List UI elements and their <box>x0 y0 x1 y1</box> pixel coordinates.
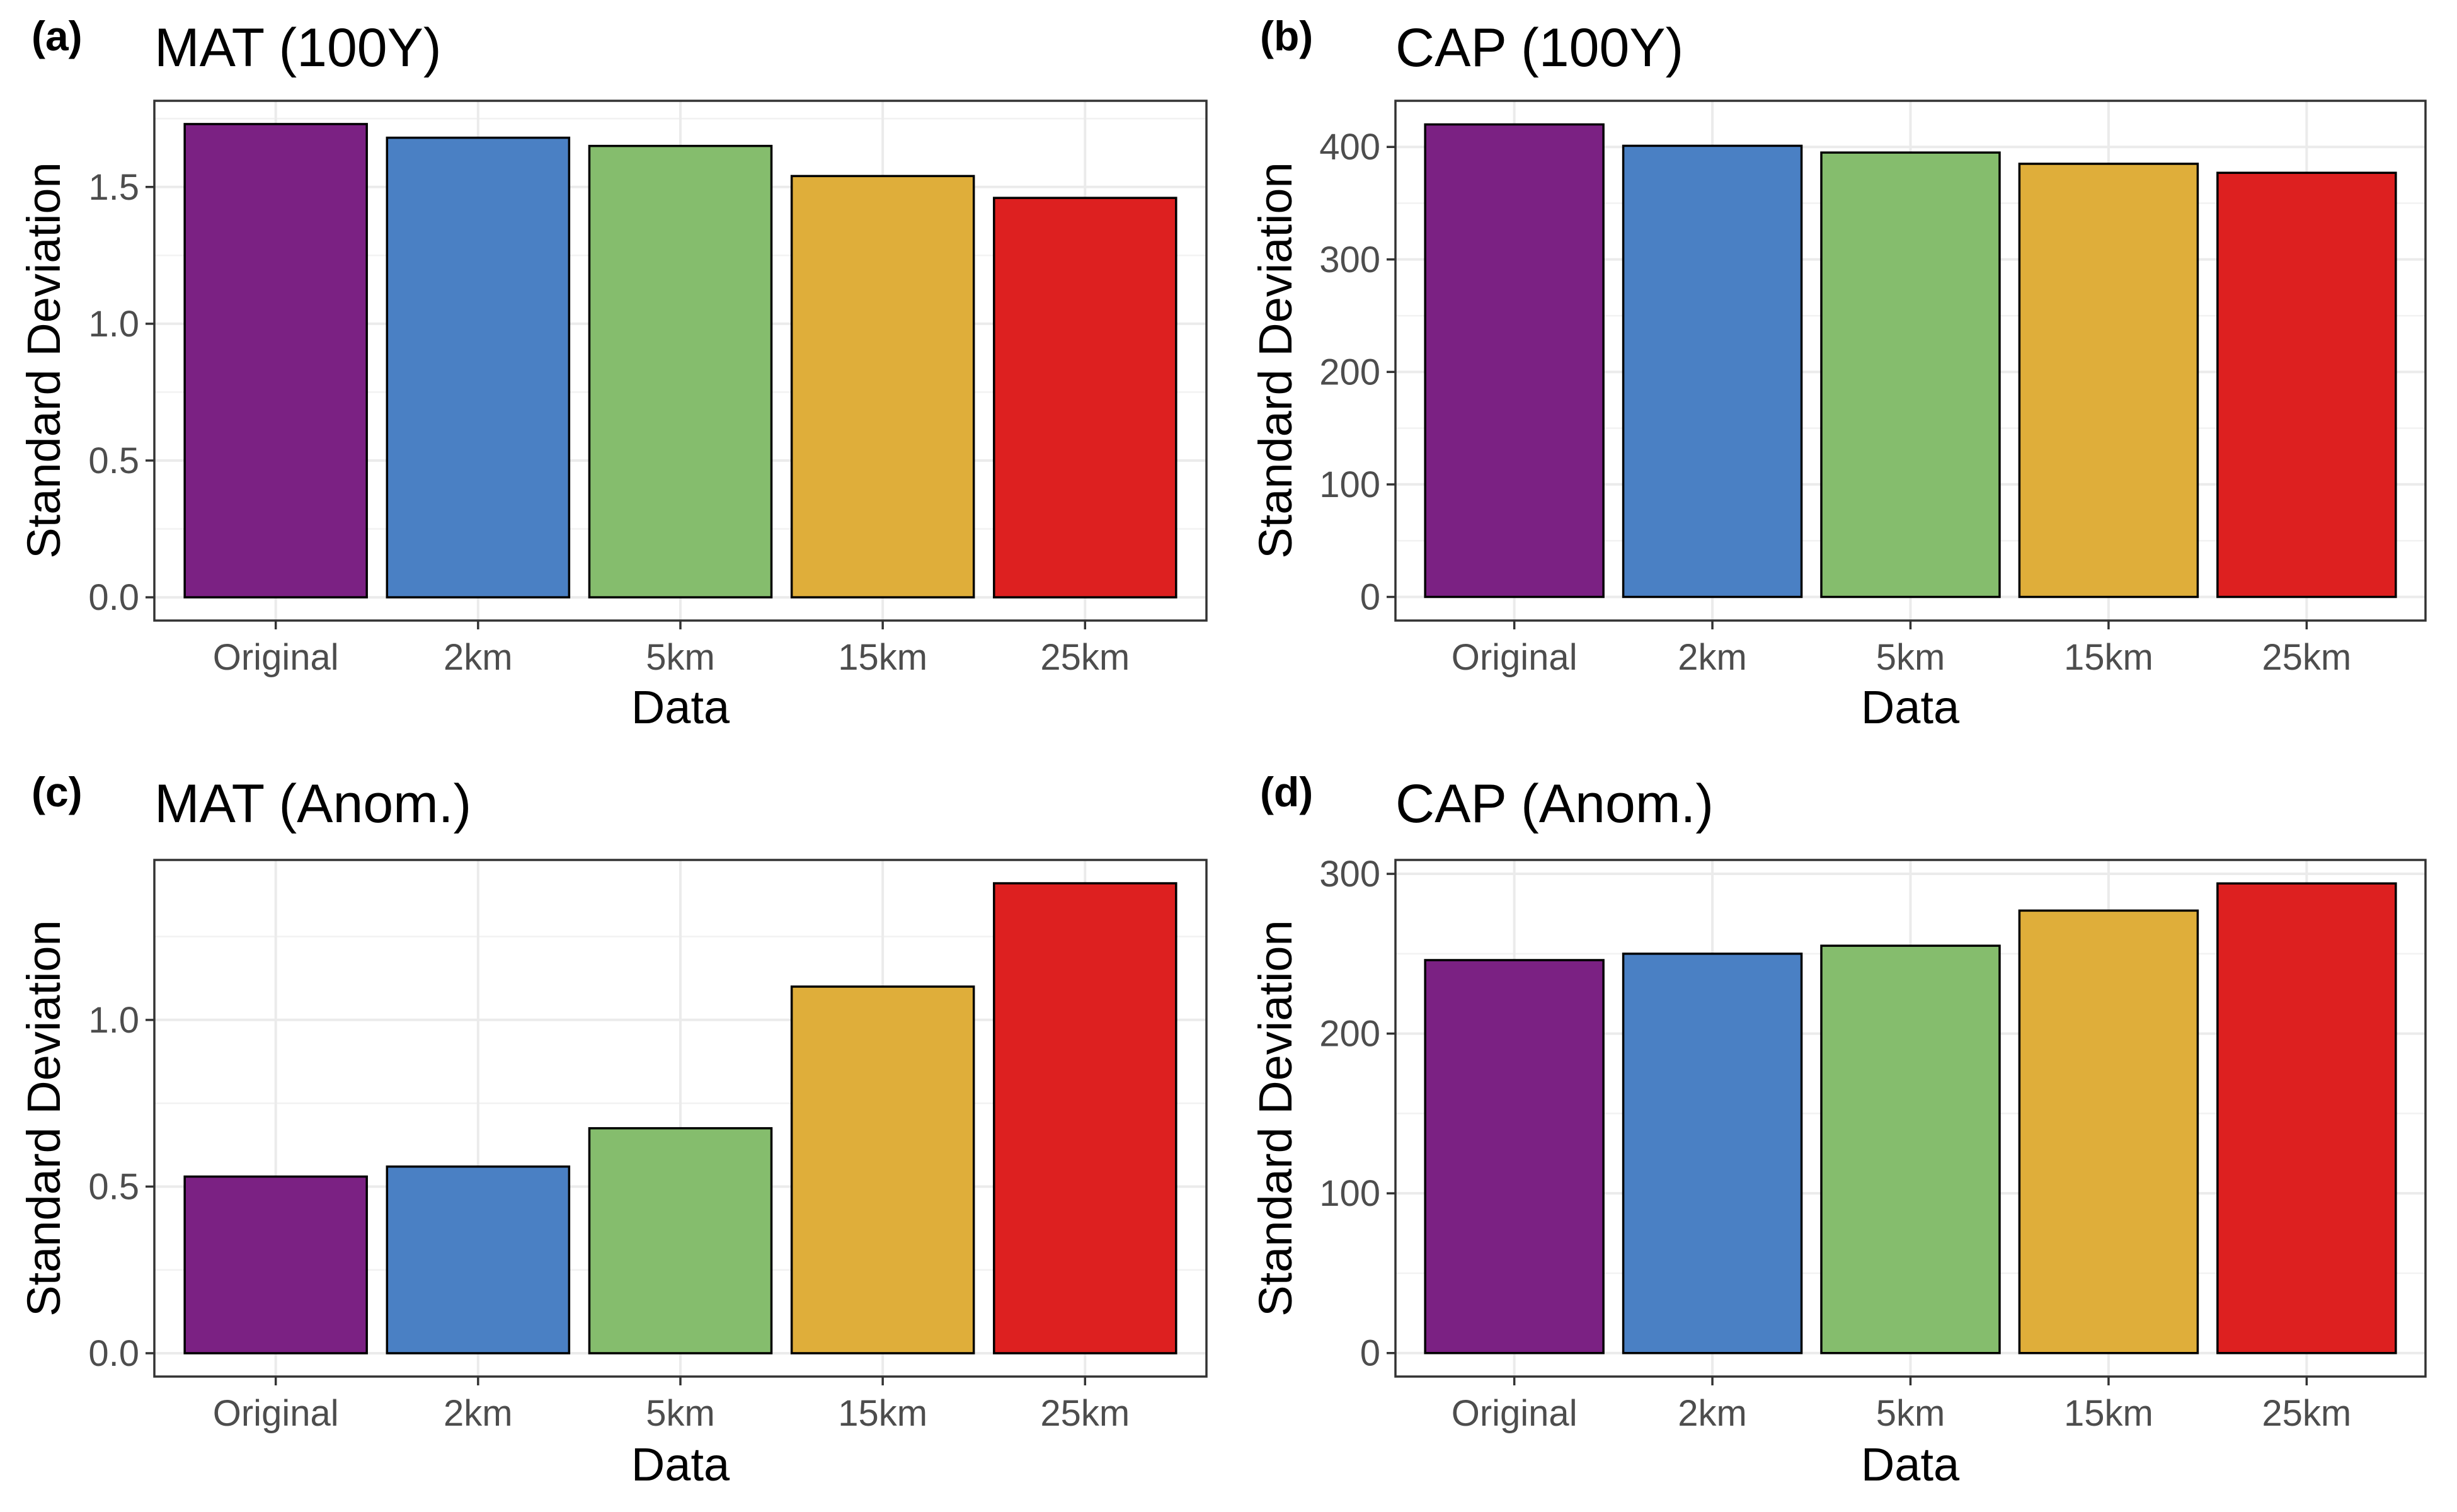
x-tick-label: 5km <box>1876 1393 1945 1434</box>
panel-d: (d) CAP (Anom.) 0 100 200 300 Original 2km 5k… <box>1249 769 2427 1491</box>
bar-2km <box>386 136 571 598</box>
y-axis: 0 100 200 300 <box>1319 854 1395 1374</box>
y-axis: 0.0 0.5 1.0 1.5 <box>88 167 154 618</box>
bar-5km <box>1820 944 2001 1354</box>
bar-original <box>1424 123 1605 598</box>
y-tick-label: 200 <box>1319 352 1380 392</box>
x-tick-label: 25km <box>2262 637 2351 678</box>
x-tick-label: 2km <box>444 637 513 678</box>
y-tick-label: 0.0 <box>88 577 139 618</box>
x-tick-label: 15km <box>2064 1393 2153 1434</box>
bar-15km <box>2018 163 2199 598</box>
x-tick-label: 2km <box>1678 637 1747 678</box>
y-tick-label: 200 <box>1319 1014 1380 1055</box>
panel-title: CAP (100Y) <box>1395 18 1683 78</box>
y-axis: 0.0 0.5 1.0 <box>88 1000 154 1374</box>
y-tick-label: 100 <box>1319 464 1380 505</box>
x-axis: Original 2km 5km 15km 25km <box>1452 621 2351 678</box>
y-tick-label: 1.5 <box>88 167 139 208</box>
bar-25km <box>2216 171 2397 598</box>
bar-25km <box>993 882 1177 1354</box>
bar-2km <box>1622 144 1803 598</box>
x-tick-label: 15km <box>2064 637 2153 678</box>
x-tick-label: 25km <box>2262 1393 2351 1434</box>
bar-original <box>1424 959 1605 1354</box>
x-tick-label: 2km <box>1678 1393 1747 1434</box>
bars <box>183 882 1177 1354</box>
bar-25km <box>993 197 1177 598</box>
y-tick-label: 400 <box>1319 127 1380 168</box>
bars <box>1424 882 2397 1354</box>
y-axis: 0 100 200 300 400 <box>1319 127 1395 618</box>
panel-label: (a) <box>32 13 83 59</box>
x-tick-label: 25km <box>1040 637 1130 678</box>
x-tick-label: 2km <box>444 1393 513 1434</box>
y-axis-title: Standard Deviation <box>18 920 70 1316</box>
bar-15km <box>790 175 975 598</box>
bar-5km <box>1820 151 2001 598</box>
x-axis-title: Data <box>631 1438 730 1491</box>
y-axis-title: Standard Deviation <box>1249 162 1302 558</box>
x-tick-label: 25km <box>1040 1393 1130 1434</box>
x-axis-title: Data <box>1861 681 1960 733</box>
panel-label: (c) <box>32 769 83 815</box>
x-tick-label: Original <box>1452 1393 1578 1434</box>
x-tick-label: 5km <box>646 1393 715 1434</box>
panel-title: MAT (Anom.) <box>154 774 471 834</box>
x-axis-title: Data <box>631 681 730 733</box>
y-tick-label: 100 <box>1319 1173 1380 1214</box>
y-tick-label: 300 <box>1319 854 1380 895</box>
bar-5km <box>588 144 773 598</box>
y-tick-label: 300 <box>1319 239 1380 280</box>
x-tick-label: 15km <box>838 1393 927 1434</box>
y-tick-label: 0.0 <box>88 1333 139 1374</box>
panel-a: (a) MAT (100Y) 0.0 0.5 1.0 1.5 Original 2km 5… <box>18 13 1208 733</box>
x-axis-title: Data <box>1861 1438 1960 1491</box>
bar-original <box>183 123 368 598</box>
panel-title: CAP (Anom.) <box>1395 774 1714 834</box>
panel-label: (b) <box>1260 13 1313 59</box>
bar-original <box>183 1175 368 1354</box>
x-axis: Original 2km 5km 15km 25km <box>1452 1377 2351 1434</box>
x-tick-label: 5km <box>1876 637 1945 678</box>
x-tick-label: Original <box>213 637 339 678</box>
x-tick-label: 15km <box>838 637 927 678</box>
panel-title: MAT (100Y) <box>154 18 442 78</box>
x-tick-label: 5km <box>646 637 715 678</box>
x-axis: Original 2km 5km 15km 25km <box>213 621 1130 678</box>
x-axis: Original 2km 5km 15km 25km <box>213 1377 1130 1434</box>
y-tick-label: 0.5 <box>88 1166 139 1207</box>
y-tick-label: 0 <box>1360 1333 1380 1374</box>
y-axis-title: Standard Deviation <box>18 162 70 558</box>
bars <box>1424 123 2397 598</box>
bar-2km <box>1622 953 1803 1354</box>
y-tick-label: 1.0 <box>88 1000 139 1041</box>
bar-25km <box>2216 882 2397 1354</box>
bar-5km <box>588 1127 773 1354</box>
panel-label: (d) <box>1260 769 1313 815</box>
y-tick-label: 0 <box>1360 577 1380 618</box>
x-tick-label: Original <box>1452 637 1578 678</box>
x-tick-label: Original <box>213 1393 339 1434</box>
panel-c: (c) MAT (Anom.) 0.0 0.5 1.0 Original 2km 5km… <box>18 769 1208 1491</box>
bars <box>183 123 1177 598</box>
panel-b: (b) CAP (100Y) 0 100 200 300 400 Original 2km… <box>1249 13 2427 733</box>
bar-2km <box>386 1165 571 1354</box>
y-axis-title: Standard Deviation <box>1249 920 1302 1316</box>
y-tick-label: 0.5 <box>88 440 139 481</box>
y-tick-label: 1.0 <box>88 304 139 345</box>
bar-15km <box>790 985 975 1354</box>
bar-15km <box>2018 909 2199 1354</box>
